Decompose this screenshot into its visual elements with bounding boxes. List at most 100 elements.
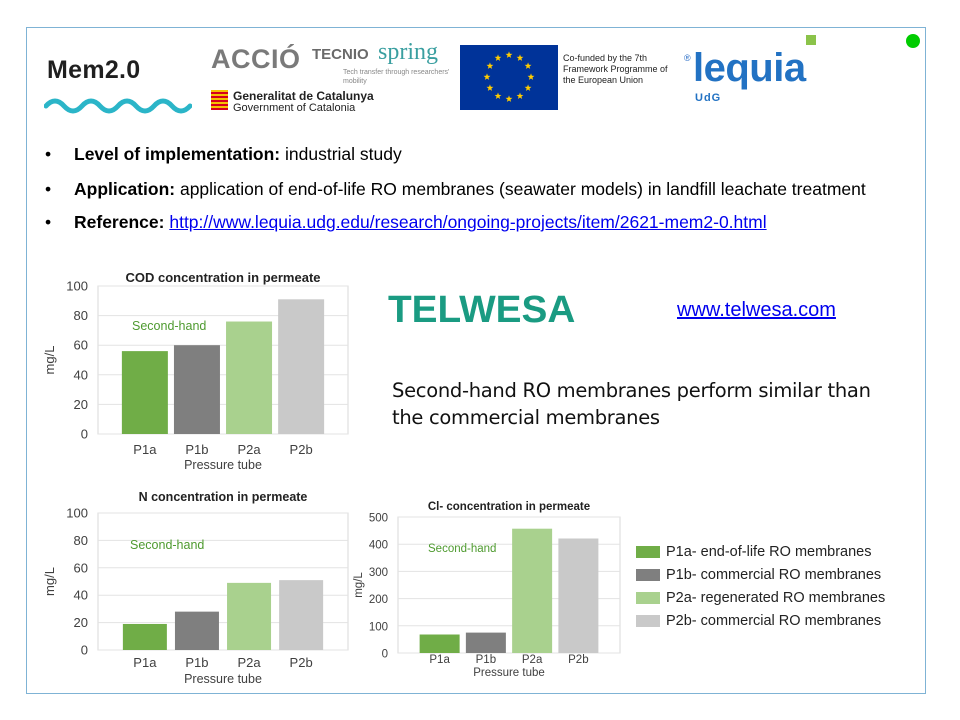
legend-swatch [636,592,660,605]
lequia-square-icon [806,35,816,45]
legend-swatch [636,569,660,582]
y-tick-label: 400 [369,540,388,552]
bar-p2b [558,538,599,653]
y-tick-label: 20 [74,397,88,412]
second-hand-annotation: Second-hand [428,543,496,555]
eu-star-icon [494,54,502,61]
y-tick-label: 200 [369,594,388,606]
eu-star-icon [505,95,513,102]
y-tick-label: 80 [74,533,88,548]
y-axis-label: mg/L [42,567,57,596]
eu-star-icon [483,73,491,80]
x-tick-label: P1b [185,655,208,670]
eu-star-icon [486,84,494,91]
bar-p2b [279,580,324,650]
y-tick-label: 40 [74,588,88,603]
chart-title: COD concentration in permeate [125,270,320,285]
bar-p2a [226,321,273,434]
catalonia-flag-icon [211,90,228,110]
eu-stars-icon [483,51,535,102]
x-tick-label: P1a [133,442,157,457]
legend-item: P2a- regenerated RO membranes [636,590,885,606]
x-tick-label: P1a [429,654,450,666]
y-tick-label: 500 [369,513,388,525]
implementation-value: industrial study [280,144,402,164]
y-axis-label: mg/L [353,572,365,598]
x-axis-label: Pressure tube [473,667,545,679]
y-tick-label: 20 [74,615,88,630]
y-tick-label: 40 [74,367,88,382]
legend-item: P2b- commercial RO membranes [636,613,881,629]
x-tick-label: P1a [133,655,157,670]
chart-title: N concentration in permeate [139,490,308,504]
x-tick-label: P2a [522,654,543,666]
y-tick-label: 60 [74,560,88,575]
gencat-english: Government of Catalonia [233,102,356,114]
y-tick-label: 80 [74,308,88,323]
eu-funding-text: Co-funded by the 7th Framework Programme… [563,53,668,85]
x-tick-label: P1b [476,654,496,666]
status-dot [906,34,920,48]
y-tick-label: 0 [382,649,388,661]
n-chart: 0 20 40 60 80 100 P1a P1b P2a P2b N concentration … [40,487,352,689]
spring-logo: spring [378,39,438,65]
eu-star-icon [516,54,524,61]
application-label: Application: [74,179,176,199]
legend-label: P2b- commercial RO membranes [666,613,882,630]
info-bullets: Level of implementation: industrial stud… [45,142,885,245]
telwesa-link[interactable]: www.telwesa.com [677,299,836,321]
cod-chart: 0 20 40 60 80 100 P1a P1b P2a P2b COD concentratio… [40,268,352,475]
bar-p1b [173,345,220,434]
telwesa-logo: TELWESA [388,289,576,331]
second-hand-annotation: Second-hand [132,319,206,333]
bar-p1b [174,611,219,650]
accio-logo: ACCIÓ [211,44,301,74]
lequia-udg: UdG [695,92,722,104]
eu-star-icon [524,84,532,91]
cl-chart: 0 100 200 300 400 500 P1a P1b P2a P2b Cl- concentr… [350,497,625,682]
bar-p2b [278,299,325,434]
reference-label: Reference: [74,212,165,232]
legend-label: P1b- commercial RO membranes [666,567,882,584]
y-tick-label: 0 [81,427,88,442]
second-hand-annotation: Second-hand [130,538,204,552]
x-tick-label: P2b [290,442,313,457]
bar-p1a [122,623,167,650]
y-tick-label: 60 [74,338,88,353]
eu-star-icon [494,92,502,99]
y-tick-label: 100 [66,506,88,521]
reference-link[interactable]: http://www.lequia.udg.edu/research/ongoi… [169,212,767,232]
bar-p2a [512,528,553,653]
legend-item: P1a- end-of-life RO membranes [636,544,872,560]
x-tick-label: P1b [185,442,208,457]
bullet-implementation: Level of implementation: industrial stud… [45,142,885,166]
chart-title: Cl- concentration in permeate [428,501,590,513]
x-tick-label: P2b [568,654,588,666]
y-axis-label: mg/L [42,346,57,375]
lequia-registered-mark: ® [684,53,691,63]
tecnio-logo: TECNIO [312,46,369,63]
y-tick-label: 100 [369,621,388,633]
slide-frame [26,27,926,694]
legend-label: P1a- end-of-life RO membranes [666,544,872,561]
gencat-name: Generalitat de Catalunya [233,89,374,103]
legend-swatch [636,615,660,628]
eu-star-icon [527,73,535,80]
bullet-application: Application: application of end-of-life … [45,177,885,201]
bar-p1a [419,634,460,653]
eu-star-icon [486,62,494,69]
conclusion-text: Second-hand RO membranes perform similar… [392,379,871,429]
y-tick-label: 300 [369,567,388,579]
x-tick-label: P2a [237,655,261,670]
x-tick-label: P2b [290,655,313,670]
bullet-reference: Reference: http://www.lequia.udg.edu/res… [45,210,885,234]
y-tick-label: 0 [81,643,88,658]
tecnio-subtitle: Tech transfer through researchers' mobil… [343,69,450,85]
eu-star-icon [505,51,513,58]
legend-label: P2a- regenerated RO membranes [666,590,886,607]
bar-p1b [465,632,506,653]
lequia-logo: lequia [693,46,806,90]
mem2-wave-icon [44,98,192,114]
x-tick-label: P2a [237,442,261,457]
mem2-logo-title: Mem2.0 [47,56,141,84]
